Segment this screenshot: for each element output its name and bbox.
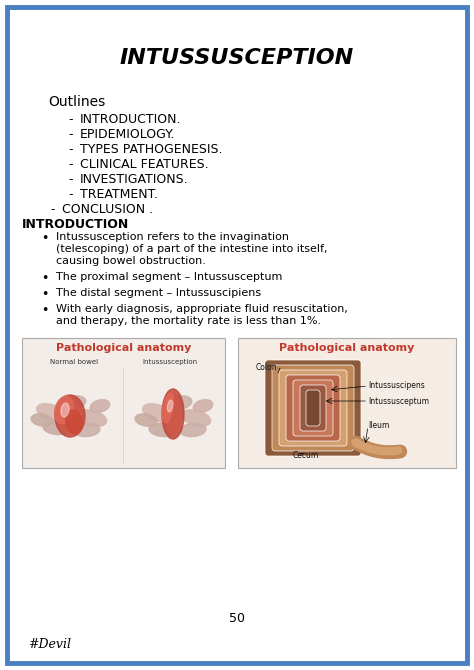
Ellipse shape [166,394,180,434]
Text: Cecum: Cecum [293,452,319,460]
Ellipse shape [182,410,210,426]
Text: causing bowel obstruction.: causing bowel obstruction. [56,256,206,266]
Ellipse shape [55,396,73,423]
FancyBboxPatch shape [300,385,326,431]
Text: INTRODUCTION.: INTRODUCTION. [80,113,182,126]
Text: -: - [68,128,73,141]
Text: CONCLUSION .: CONCLUSION . [62,203,153,216]
Text: #Devil: #Devil [28,639,71,651]
Ellipse shape [193,399,213,412]
Text: The proximal segment – Intussusceptum: The proximal segment – Intussusceptum [56,272,283,282]
Text: The distal segment – Intussuscipiens: The distal segment – Intussuscipiens [56,288,261,298]
Text: Ileum: Ileum [368,421,389,431]
FancyBboxPatch shape [293,380,333,436]
Text: Intussusceptum: Intussusceptum [368,397,429,405]
Text: INTRODUCTION: INTRODUCTION [22,218,129,231]
Ellipse shape [58,396,86,410]
Text: -: - [50,203,55,216]
FancyBboxPatch shape [272,365,354,451]
Ellipse shape [149,423,177,437]
Ellipse shape [77,410,107,426]
Text: EPIDEMIOLOGY.: EPIDEMIOLOGY. [80,128,175,141]
Text: INTUSSUSCEPTION: INTUSSUSCEPTION [120,48,354,68]
Ellipse shape [66,410,82,434]
Ellipse shape [162,389,184,439]
Text: Outlines: Outlines [48,95,105,109]
Text: 50: 50 [229,612,245,624]
Text: TREATMENT.: TREATMENT. [80,188,158,201]
Text: INVESTIGATIONS.: INVESTIGATIONS. [80,173,189,186]
FancyBboxPatch shape [279,370,347,446]
Ellipse shape [74,423,100,437]
Text: Colon: Colon [256,364,278,373]
Ellipse shape [31,414,53,426]
Bar [22,338,225,468]
Text: (telescoping) of a part of the intestine into itself,: (telescoping) of a part of the intestine… [56,244,328,254]
Text: -: - [68,173,73,186]
Text: Intussusception refers to the invagination: Intussusception refers to the invaginati… [56,232,289,242]
Ellipse shape [135,414,157,426]
Text: -: - [68,158,73,171]
Ellipse shape [143,404,173,422]
Ellipse shape [167,400,173,412]
Text: •: • [41,304,49,317]
Text: -: - [68,143,73,156]
Ellipse shape [180,423,206,437]
Bar [238,338,456,468]
Text: -: - [68,113,73,126]
Text: Intussusception: Intussusception [143,359,198,365]
Ellipse shape [55,395,85,437]
Ellipse shape [59,399,81,433]
Text: -: - [68,188,73,201]
Text: Intussuscipens: Intussuscipens [368,381,425,391]
Text: With early diagnosis, appropriate fluid resuscitation,: With early diagnosis, appropriate fluid … [56,304,348,314]
Text: CLINICAL FEATURES.: CLINICAL FEATURES. [80,158,209,171]
Ellipse shape [36,404,67,422]
Ellipse shape [43,421,71,435]
Text: TYPES PATHOGENESIS.: TYPES PATHOGENESIS. [80,143,222,156]
Text: Pathological anatomy: Pathological anatomy [279,343,415,353]
Text: Normal bowel: Normal bowel [50,359,98,365]
Text: •: • [41,232,49,245]
FancyBboxPatch shape [286,375,340,441]
Text: •: • [41,288,49,301]
Ellipse shape [164,396,192,410]
Ellipse shape [163,393,173,423]
FancyBboxPatch shape [306,390,320,426]
Ellipse shape [61,403,69,417]
Text: and therapy, the mortality rate is less than 1%.: and therapy, the mortality rate is less … [56,316,321,326]
Text: •: • [41,272,49,285]
Ellipse shape [90,399,110,412]
Text: Pathological anatomy: Pathological anatomy [56,343,191,353]
FancyBboxPatch shape [265,360,361,456]
